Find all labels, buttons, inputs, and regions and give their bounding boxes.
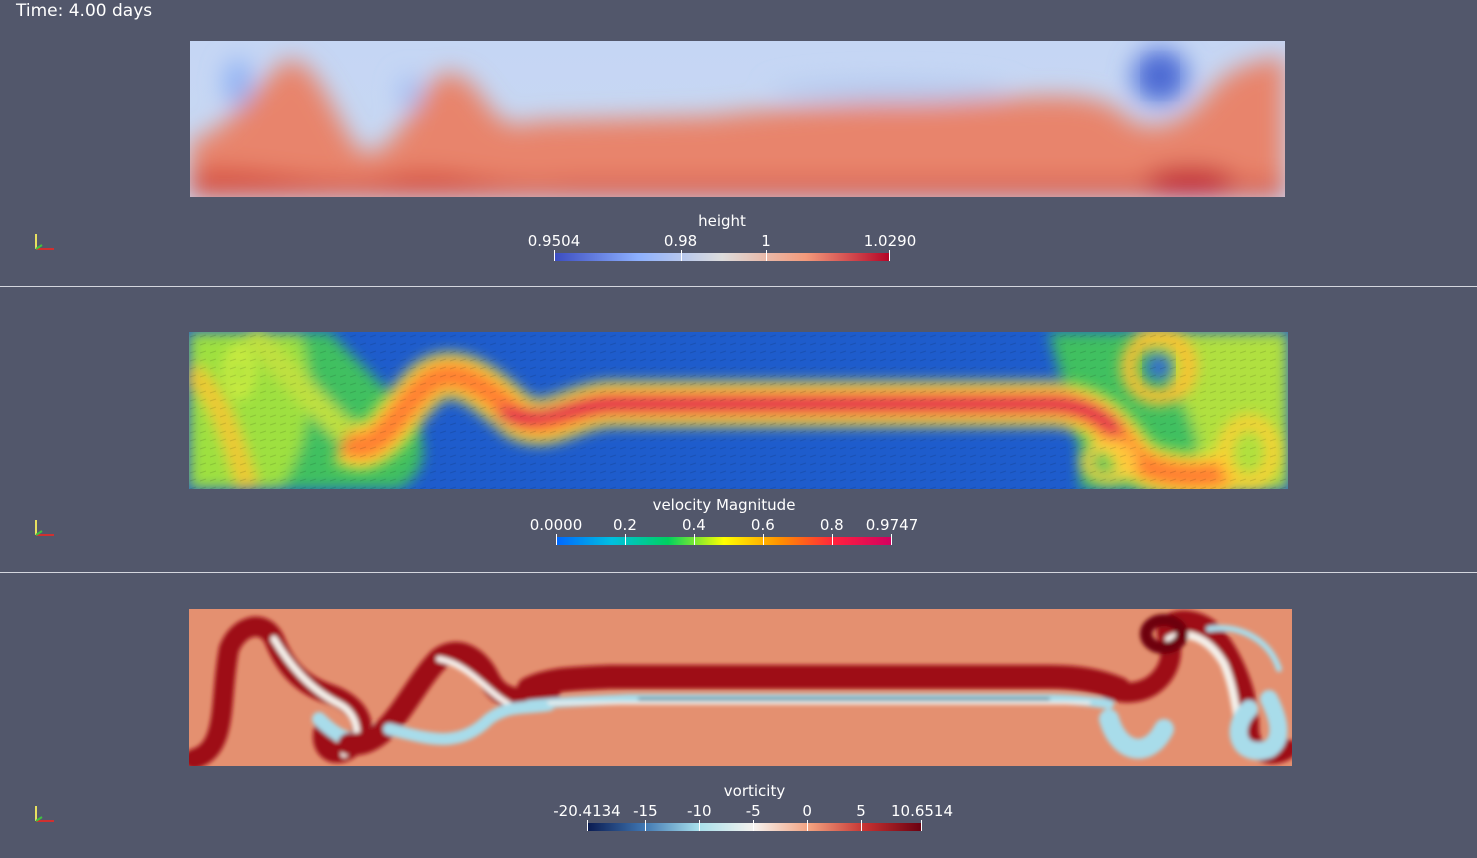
colorbar-tick — [645, 820, 646, 831]
colorbar-tick — [587, 820, 588, 831]
colorbar-title: height — [698, 212, 746, 230]
colorbar-tick-label: 0 — [802, 802, 812, 820]
colorbar-tick — [891, 534, 892, 545]
height-field-render[interactable] — [190, 41, 1285, 197]
colorbar-tick-label: -10 — [687, 802, 712, 820]
colorbar-tick-label: -15 — [633, 802, 658, 820]
colorbar-tick — [807, 820, 808, 831]
orientation-axes-icon — [32, 231, 58, 255]
colorbar-tick — [753, 820, 754, 831]
colorbar-tick — [763, 534, 764, 545]
colorbar-tick-label: 1.0290 — [863, 232, 917, 250]
colorbar-tick-label: 0.8 — [819, 516, 844, 534]
height-colorbar: height 0.9504 0.98 1 1.0290 — [528, 212, 916, 262]
colorbar-tick-label: 0.4 — [681, 516, 706, 534]
colorbar-tick-label: -20.4134 — [553, 802, 621, 820]
colorbar-tick — [832, 534, 833, 545]
colorbar-tick-label: 0.2 — [613, 516, 637, 534]
colorbar-tick-label: 0.6 — [750, 516, 775, 534]
colorbar-tick — [694, 534, 695, 545]
colorbar-tick — [556, 534, 557, 545]
colorbar-tick — [681, 250, 682, 261]
colorbar-tick-label: -5 — [745, 802, 761, 820]
vorticity-field-render[interactable] — [189, 609, 1292, 766]
colorbar-tick-label: 0.98 — [663, 232, 698, 250]
colorbar-tick — [889, 250, 890, 261]
velocity-field-render[interactable] — [189, 332, 1288, 489]
time-annotation: Time: 4.00 days — [16, 1, 153, 21]
colorbar-tick — [921, 820, 922, 831]
colorbar-gradient — [556, 537, 892, 545]
colorbar-tick-label: 10.6514 — [890, 802, 954, 820]
colorbar-tick-label: 1 — [761, 232, 771, 250]
colorbar-tick-label: 0.9747 — [865, 516, 919, 534]
velocity-colorbar: velocity Magnitude 0.0000 0.2 0.4 0.6 0.8 0.97… — [530, 496, 918, 546]
vorticity-colorbar: vorticity -20.4134 -15 -10 -5 0 5 10.6514 — [553, 782, 953, 832]
colorbar-tick — [766, 250, 767, 261]
colorbar-gradient — [587, 823, 922, 831]
panel-divider — [0, 286, 1477, 287]
panel-divider — [0, 572, 1477, 573]
colorbar-tick — [861, 820, 862, 831]
colorbar-tick-label: 5 — [856, 802, 866, 820]
orientation-axes-icon — [32, 517, 58, 541]
colorbar-title: velocity Magnitude — [652, 496, 796, 514]
colorbar-tick — [699, 820, 700, 831]
colorbar-tick — [625, 534, 626, 545]
colorbar-tick — [554, 250, 555, 261]
colorbar-gradient — [554, 253, 890, 261]
colorbar-tick-label: 0.0000 — [529, 516, 583, 534]
colorbar-tick-label: 0.9504 — [527, 232, 581, 250]
orientation-axes-icon — [32, 803, 58, 827]
colorbar-title: vorticity — [723, 782, 786, 800]
